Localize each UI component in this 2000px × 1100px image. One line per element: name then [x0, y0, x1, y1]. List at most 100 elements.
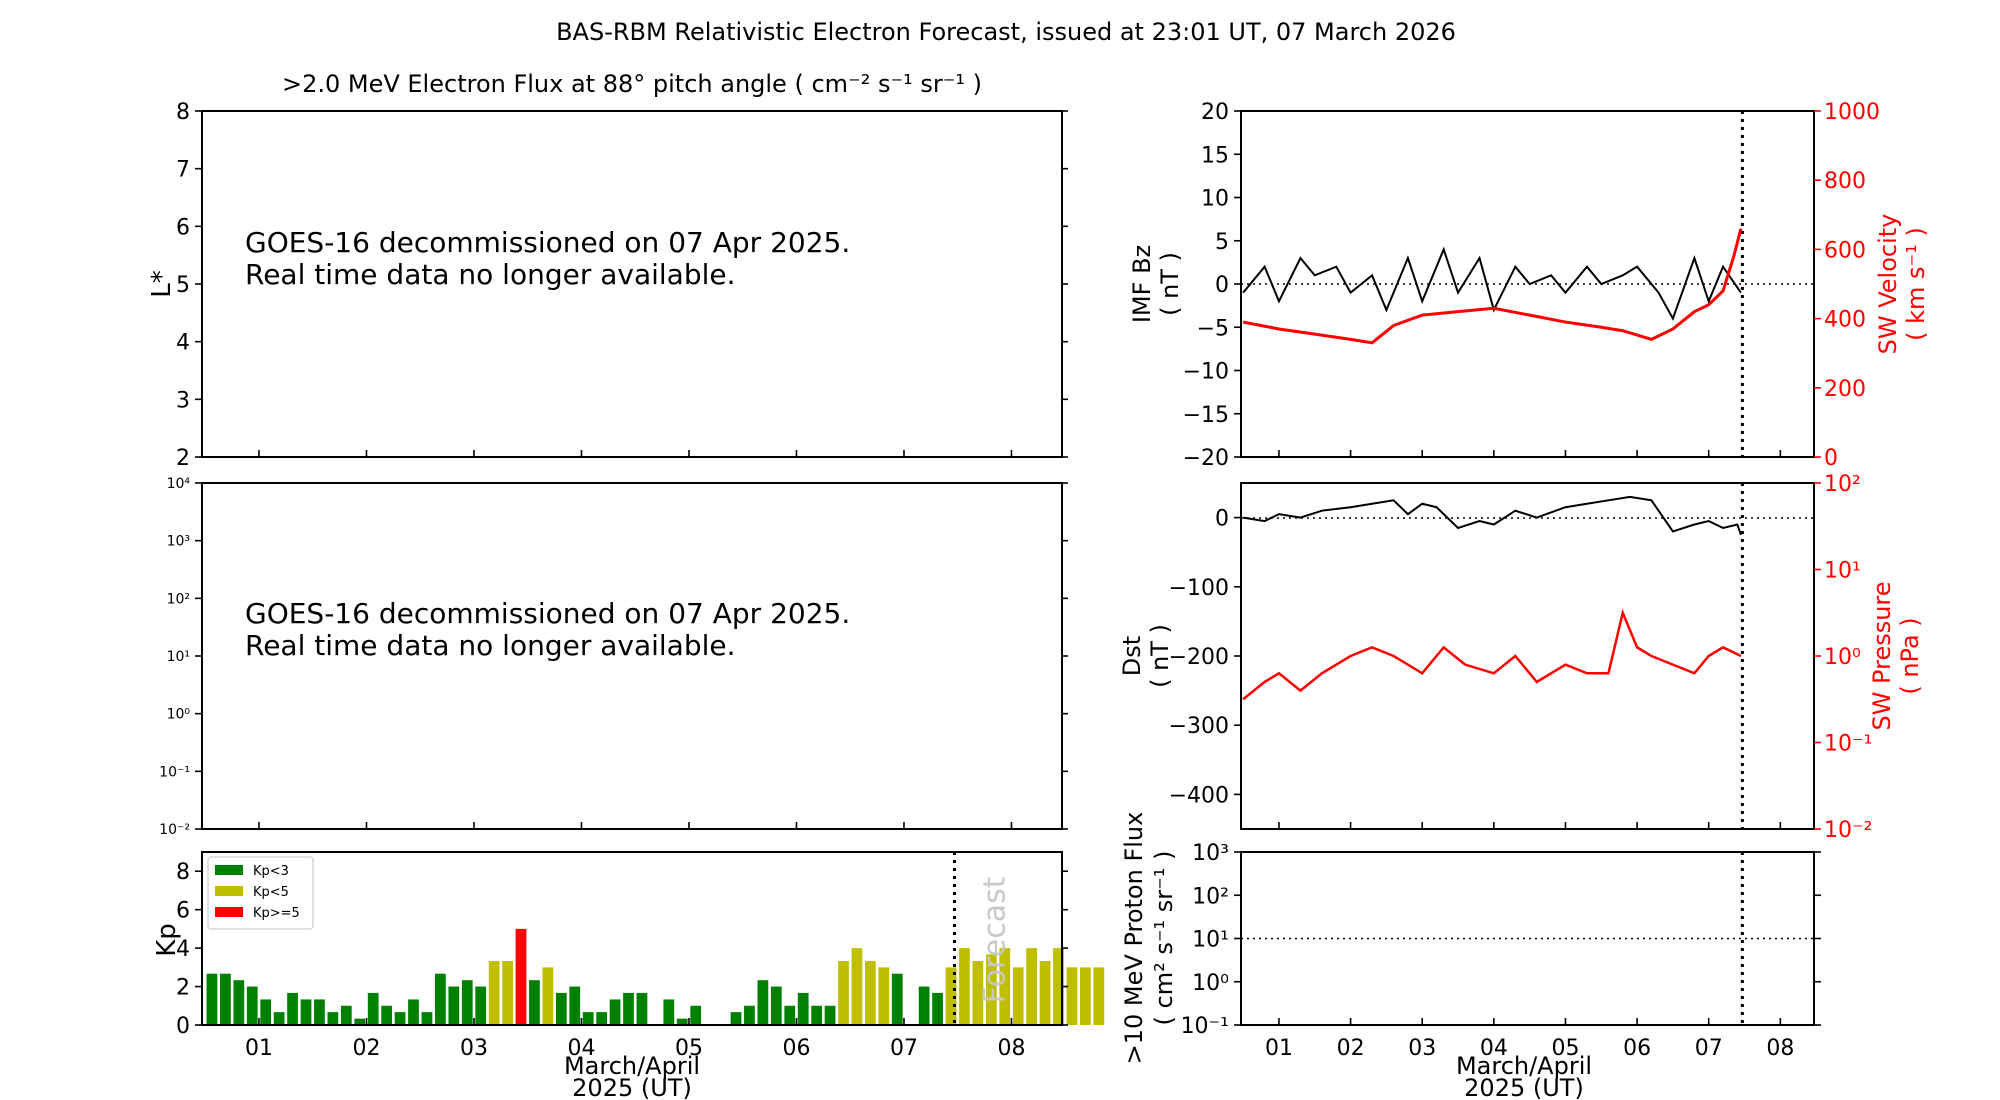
- kp-bar: [918, 986, 930, 1025]
- y-axis-label-line-1: >10 MeV Proton Flux: [1120, 812, 1148, 1065]
- x-axis: 01 02 03 04 05 06 07 08: [1265, 1018, 1794, 1061]
- y-axis-right-label-line-1: SW Pressure: [1868, 581, 1896, 730]
- kp-bar: [260, 999, 272, 1025]
- y-tick-label: −100: [1169, 576, 1229, 601]
- y-axis-label-line-1: IMF Bz: [1128, 245, 1156, 323]
- y-tick-label: 10⁻²: [159, 822, 190, 838]
- kp-bar: [233, 980, 245, 1025]
- y-tick-label: 10¹: [1824, 559, 1861, 584]
- y-tick-label: 10¹: [1192, 928, 1229, 953]
- kp-bar: [461, 980, 473, 1025]
- x-tick-label: 01: [245, 1036, 273, 1061]
- kp-bar: [408, 999, 419, 1025]
- kp-bar: [246, 986, 258, 1025]
- x-tick-label: 08: [1766, 1036, 1794, 1061]
- kp-bar: [220, 973, 231, 1025]
- x-tick-label: 05: [1551, 1036, 1579, 1061]
- kp-bar: [421, 1012, 433, 1025]
- x-tick-label: 07: [890, 1036, 918, 1061]
- panel-electron-flux-log: 10⁻² 10⁻¹ 10⁰ 10¹ 10² 10³ 10⁴ GOES-16 decommis…: [159, 476, 1068, 838]
- kp-bar: [945, 967, 957, 1025]
- y-tick-label: 0: [1215, 273, 1229, 298]
- x-tick-label: 07: [1695, 1036, 1723, 1061]
- kp-bar: [394, 1012, 406, 1025]
- kp-bar: [757, 980, 769, 1025]
- kp-bar: [475, 986, 487, 1025]
- y-tick-label: 2: [176, 976, 190, 1001]
- legend-swatch-kp-ge5: [215, 907, 243, 917]
- x-tick-label: 02: [1337, 1036, 1365, 1061]
- y-tick-label: 10¹: [167, 649, 190, 665]
- x-axis: [258, 822, 1013, 829]
- y-axis-label: Kp: [152, 923, 182, 957]
- panel-imf-bz-sw-velocity: −20 −15 −10 −5 0 5 10 15 20 0 200 400 600 800 1000 IM…: [1128, 100, 1930, 471]
- kp-bar: [811, 1005, 823, 1025]
- y-tick-label: −20: [1183, 446, 1229, 471]
- x-tick-label: 06: [782, 1036, 810, 1061]
- x-tick-label: 02: [352, 1036, 380, 1061]
- kp-bar: [851, 948, 863, 1025]
- y-tick-label: 10⁰: [1824, 645, 1861, 670]
- kp-bar: [972, 960, 984, 1025]
- imf-bz-line: [1242, 246, 1742, 322]
- kp-bar: [744, 1005, 755, 1025]
- x-axis-label-line-2: 2025 (UT): [1464, 1074, 1584, 1100]
- y-axis: 10⁻¹ 10⁰ 10¹ 10² 10³: [1181, 841, 1821, 1039]
- kp-bar: [555, 992, 567, 1025]
- y-tick-label: 10⁻²: [1824, 818, 1872, 843]
- x-axis: 01 02 03 04 05 06 07 08: [245, 1018, 1025, 1061]
- y-tick-label: 10³: [167, 534, 190, 550]
- kp-bar: [435, 973, 446, 1025]
- kp-bar: [1066, 967, 1078, 1025]
- y-tick-label: 0: [176, 1014, 190, 1039]
- notice-line-1: GOES-16 decommissioned on 07 Apr 2025.: [245, 226, 850, 259]
- y-axis-right: 0 200 400 600 800 1000: [1814, 100, 1880, 471]
- kp-bar: [797, 992, 809, 1025]
- kp-bar: [1012, 967, 1024, 1025]
- panel-proton-flux: 10⁻¹ 10⁰ 10¹ 10² 10³ 01 02 03 04 05 06 07 08 >10 Me…: [1120, 812, 1821, 1100]
- kp-bar: [985, 954, 997, 1025]
- legend-swatch-kp-lt3: [215, 865, 243, 875]
- kp-bar: [529, 980, 540, 1025]
- y-tick-label: −10: [1183, 360, 1229, 385]
- y-tick-label: 800: [1824, 169, 1866, 194]
- y-axis-label: L*: [147, 270, 177, 298]
- kp-bar: [690, 1005, 702, 1025]
- legend-label-kp-lt5: Kp<5: [253, 885, 289, 900]
- kp-bar: [824, 1005, 836, 1025]
- x-axis-label-line-1: March/April: [1456, 1052, 1592, 1080]
- kp-bar: [206, 973, 218, 1025]
- y-tick-label: 2: [176, 446, 190, 471]
- notice-line-2: Real time data no longer available.: [245, 258, 736, 291]
- y-tick-label: −200: [1169, 645, 1229, 670]
- kp-bar: [300, 999, 312, 1025]
- y-tick-label: 8: [176, 860, 190, 885]
- panel-electron-flux-lstar: >2.0 MeV Electron Flux at 88° pitch angl…: [147, 70, 1068, 471]
- kp-bar: [770, 986, 782, 1025]
- kp-bar: [730, 1012, 742, 1025]
- kp-bar: [340, 1005, 352, 1025]
- y-tick-label: 4: [176, 331, 190, 356]
- x-axis: [1278, 450, 1782, 457]
- x-tick-label: 04: [1480, 1036, 1508, 1061]
- y-tick-label: 5: [1215, 230, 1229, 255]
- y-axis: 2 3 4 5 6 7 8: [176, 100, 1068, 471]
- kp-bar: [1093, 967, 1105, 1025]
- y-axis-left: −20 −15 −10 −5 0 5 10 15 20: [1183, 100, 1241, 471]
- kp-bars: [206, 928, 1105, 1025]
- kp-bar: [287, 992, 298, 1025]
- y-tick-label: 0: [1215, 507, 1229, 532]
- legend: Kp<3 Kp<5 Kp>=5: [207, 856, 314, 930]
- y-tick-label: 10⁻¹: [159, 764, 190, 780]
- notice-line-2: Real time data no longer available.: [245, 629, 736, 662]
- y-tick-label: 0: [1824, 446, 1838, 471]
- y-axis-left: −400 −300 −200 −100 0: [1169, 507, 1241, 808]
- y-tick-label: 10²: [1824, 472, 1861, 497]
- kp-bar: [676, 1018, 688, 1025]
- y-tick-label: 8: [176, 100, 190, 125]
- kp-bar: [381, 1005, 393, 1025]
- kp-bar: [865, 960, 876, 1025]
- y-tick-label: 15: [1201, 143, 1229, 168]
